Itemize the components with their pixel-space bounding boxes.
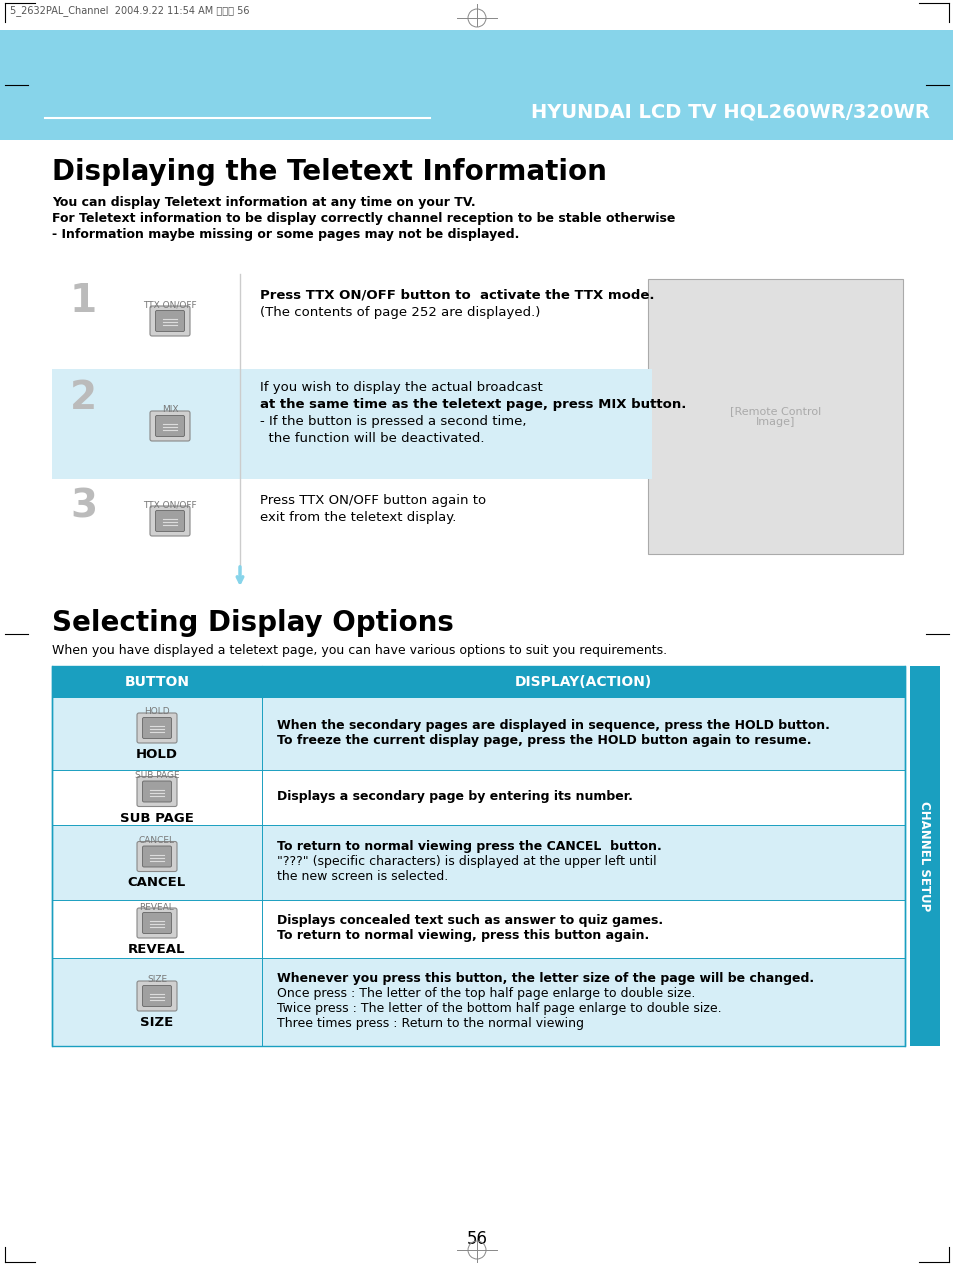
FancyBboxPatch shape [155, 415, 184, 437]
FancyBboxPatch shape [155, 510, 184, 532]
Text: HYUNDAI LCD TV HQL260WR/320WR: HYUNDAI LCD TV HQL260WR/320WR [531, 103, 929, 122]
Text: Press TTX ON/OFF button again to: Press TTX ON/OFF button again to [260, 494, 486, 508]
Text: For Teletext information to be display correctly channel reception to be stable : For Teletext information to be display c… [52, 212, 675, 225]
FancyBboxPatch shape [150, 306, 190, 336]
Text: REVEAL: REVEAL [128, 943, 186, 956]
Text: You can display Teletext information at any time on your TV.: You can display Teletext information at … [52, 195, 476, 209]
Text: Displays concealed text such as answer to quiz games.: Displays concealed text such as answer t… [276, 914, 662, 926]
Text: MIX: MIX [162, 406, 178, 415]
FancyBboxPatch shape [155, 311, 184, 331]
Text: To freeze the current display page, press the HOLD button again to resume.: To freeze the current display page, pres… [276, 733, 811, 747]
Bar [52, 698, 904, 770]
FancyBboxPatch shape [150, 411, 190, 442]
Text: (The contents of page 252 are displayed.): (The contents of page 252 are displayed.… [260, 306, 539, 319]
Text: BUTTON: BUTTON [125, 675, 190, 689]
FancyBboxPatch shape [142, 846, 172, 867]
FancyBboxPatch shape [137, 981, 177, 1011]
Text: Displaying the Teletext Information: Displaying the Teletext Information [52, 159, 606, 187]
Text: DISPLAY(ACTION): DISPLAY(ACTION) [515, 675, 652, 689]
FancyBboxPatch shape [137, 713, 177, 744]
Text: exit from the teletext display.: exit from the teletext display. [260, 511, 456, 524]
Bar [647, 279, 902, 555]
Text: Twice press : The letter of the bottom half page enlarge to double size.: Twice press : The letter of the bottom h… [276, 1003, 720, 1015]
Text: TTX ON/OFF: TTX ON/OFF [143, 301, 196, 310]
Text: Displays a secondary page by entering its number.: Displays a secondary page by entering it… [276, 791, 632, 803]
Bar [52, 666, 904, 1046]
Text: CHANNEL SETUP: CHANNEL SETUP [918, 801, 930, 911]
Text: Once press : The letter of the top half page enlarge to double size.: Once press : The letter of the top half … [276, 987, 695, 1000]
Text: the new screen is selected.: the new screen is selected. [276, 871, 448, 883]
Text: HOLD: HOLD [144, 708, 170, 717]
FancyBboxPatch shape [142, 986, 172, 1006]
Text: SIZE: SIZE [140, 1016, 173, 1029]
FancyBboxPatch shape [142, 780, 172, 802]
Text: 3: 3 [70, 487, 97, 525]
Text: REVEAL: REVEAL [139, 902, 174, 911]
Text: When the secondary pages are displayed in sequence, press the HOLD button.: When the secondary pages are displayed i… [276, 720, 829, 732]
Text: When you have displayed a teletext page, you can have various options to suit yo: When you have displayed a teletext page,… [52, 643, 666, 657]
Text: - Information maybe missing or some pages may not be displayed.: - Information maybe missing or some page… [52, 228, 518, 241]
Text: Three times press : Return to the normal viewing: Three times press : Return to the normal… [276, 1016, 583, 1030]
Text: Press TTX ON/OFF button to  activate the TTX mode.: Press TTX ON/OFF button to activate the … [260, 289, 654, 302]
Text: TTX ON/OFF: TTX ON/OFF [143, 500, 196, 509]
Text: CANCEL: CANCEL [128, 877, 186, 890]
Bar [52, 666, 904, 698]
Text: HOLD: HOLD [136, 747, 178, 761]
Bar [52, 770, 904, 825]
Text: 1: 1 [70, 282, 97, 320]
Text: "???" (specific characters) is displayed at the upper left until: "???" (specific characters) is displayed… [276, 855, 656, 868]
FancyBboxPatch shape [137, 777, 177, 807]
Text: Selecting Display Options: Selecting Display Options [52, 609, 454, 637]
Text: 2: 2 [70, 379, 97, 418]
Text: SUB PAGE: SUB PAGE [134, 772, 179, 780]
Bar [52, 825, 904, 900]
Text: If you wish to display the actual broadcast: If you wish to display the actual broadc… [260, 381, 542, 393]
Bar [0, 30, 953, 140]
FancyBboxPatch shape [142, 912, 172, 934]
Bar [52, 369, 651, 478]
FancyBboxPatch shape [137, 909, 177, 938]
Text: [Remote Control
Image]: [Remote Control Image] [729, 406, 821, 428]
Text: SIZE: SIZE [147, 976, 167, 985]
Bar [909, 666, 939, 1046]
Text: 5_2632PAL_Channel  2004.9.22 11:54 AM 페이지 56: 5_2632PAL_Channel 2004.9.22 11:54 AM 페이지… [10, 5, 250, 16]
FancyBboxPatch shape [142, 717, 172, 739]
FancyBboxPatch shape [137, 841, 177, 872]
FancyBboxPatch shape [150, 506, 190, 536]
Text: the function will be deactivated.: the function will be deactivated. [260, 431, 484, 445]
Text: - If the button is pressed a second time,: - If the button is pressed a second time… [260, 415, 526, 428]
Bar [52, 958, 904, 1046]
Text: Whenever you press this button, the letter size of the page will be changed.: Whenever you press this button, the lett… [276, 972, 813, 985]
Text: at the same time as the teletext page, press MIX button.: at the same time as the teletext page, p… [260, 398, 685, 411]
Text: To return to normal viewing press the CANCEL  button.: To return to normal viewing press the CA… [276, 840, 661, 853]
Text: To return to normal viewing, press this button again.: To return to normal viewing, press this … [276, 929, 649, 942]
Text: SUB PAGE: SUB PAGE [120, 811, 193, 825]
Text: 56: 56 [466, 1230, 487, 1247]
Bar [52, 900, 904, 958]
Text: CANCEL: CANCEL [139, 836, 174, 845]
